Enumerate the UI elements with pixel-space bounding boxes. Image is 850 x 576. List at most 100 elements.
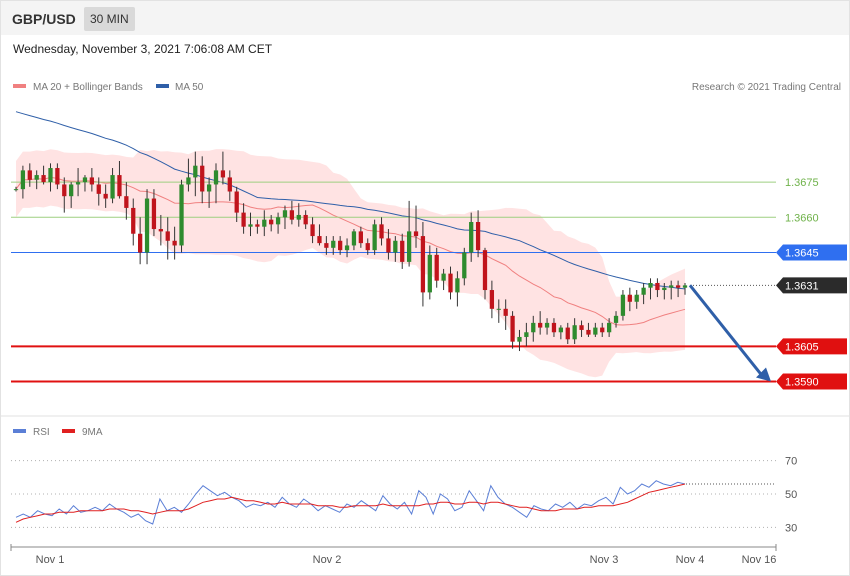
candle-body [179,184,184,246]
candle [558,325,563,340]
candle-body [172,240,177,246]
candle [406,200,412,267]
candle [20,165,26,199]
candle [110,168,115,204]
candle-body [427,254,432,293]
candle-body [544,322,550,328]
ma50-line [15,111,686,290]
resistance-label: 1.3660 [785,212,819,224]
candle-body [138,233,143,253]
candle-body [317,236,322,244]
candle [510,311,515,349]
candle [379,217,384,246]
candle [662,283,667,300]
forecast-arrow-shaft [688,284,764,377]
candle [186,158,191,192]
candle-body [206,184,212,192]
forecast-arrow-head [756,367,771,382]
resistance-label: 1.3675 [785,177,819,189]
candle-body [469,222,474,253]
candle-body [448,273,453,293]
candle-body [220,170,226,178]
x-tick-label: Nov 16 [742,554,777,566]
candle-body [131,207,136,234]
candle [55,163,60,190]
candle [317,224,322,246]
candle [613,311,619,328]
candle [275,212,281,234]
candle [82,175,88,192]
candle [241,203,246,234]
candle-body [496,308,501,310]
support-tag [776,338,847,355]
ma20-legend-label: MA 20 + Bollinger Bands [33,82,143,93]
candle-body [358,231,363,244]
timeframe-badge[interactable]: 30 MIN [84,7,135,31]
candle-body [255,224,260,227]
candle [600,322,605,337]
candle-body [151,198,157,230]
candle [420,222,426,307]
candle [220,151,226,185]
candle [489,280,495,319]
rsi-ma9-line [15,483,686,523]
candle [393,236,398,262]
candle-body [282,210,288,218]
candle-body [441,273,446,281]
rsi-panel: 70 50 30 [11,456,797,534]
candle [165,217,170,260]
candle [69,182,74,208]
x-tick-label: Nov 1 [36,554,65,566]
candle [462,247,467,286]
ma50-legend-swatch [156,84,169,88]
candle [448,266,453,300]
candle [179,179,184,253]
rsi-legend-swatch [13,429,26,433]
candle [648,278,653,300]
candle [124,182,129,220]
candle [213,163,219,204]
candle [544,318,550,335]
time-axis: Nov 1 Nov 2 Nov 3 Nov 4 Nov 16 [10,544,777,566]
x-tick-label: Nov 2 [313,554,342,566]
rsi-tick-label: 30 [785,522,797,534]
candle-body [103,193,108,199]
candle-body [455,278,460,293]
candle [593,322,598,337]
candle-body [165,231,170,241]
pivot-label: 1.3645 [785,248,819,260]
candle [324,236,329,255]
candle-body [517,336,522,342]
candle [586,322,591,337]
candle [296,203,301,227]
candle [400,233,405,269]
candle [565,322,570,344]
candle-body [289,210,295,220]
candle-body [338,240,343,251]
candle [351,229,357,251]
candle [89,168,95,192]
candle-body [379,224,384,239]
candle [234,186,239,222]
candle-body [641,287,646,295]
ma20-legend-swatch [13,84,26,88]
candle [303,210,308,230]
candle-body [82,177,88,183]
candle-body [503,308,508,316]
candle [310,217,315,244]
candle [262,210,267,237]
candle-body [48,168,53,183]
candle [606,318,612,337]
candle-body [565,327,570,340]
candle-body [75,182,81,185]
candle-body [241,212,246,227]
candle-body [124,196,129,208]
ma20-line [15,176,686,326]
candle [441,268,446,291]
candle-body [110,175,115,199]
pivot-tag [776,244,847,261]
candle-body [627,294,632,302]
candle [655,278,660,298]
candle-body [682,285,688,288]
